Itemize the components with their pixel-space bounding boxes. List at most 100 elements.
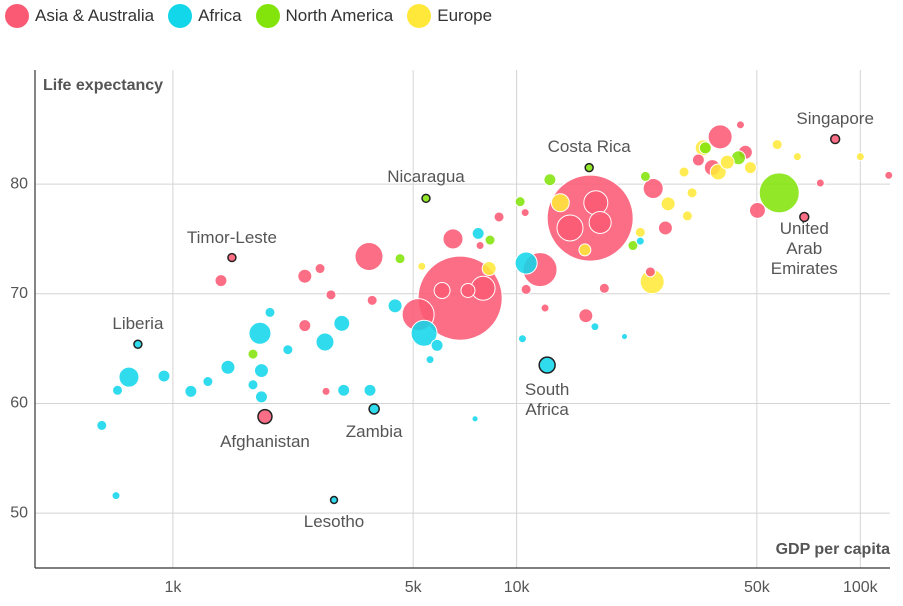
bubble bbox=[540, 303, 550, 313]
y-tick-label: 60 bbox=[10, 395, 28, 412]
bubble bbox=[598, 282, 610, 294]
bubble bbox=[333, 314, 351, 332]
bubble bbox=[493, 211, 505, 223]
bubble bbox=[421, 193, 431, 204]
bubble bbox=[220, 359, 236, 375]
bubble bbox=[799, 211, 810, 223]
bubble bbox=[578, 308, 594, 324]
x-tick-label: 1k bbox=[164, 579, 182, 596]
bubble bbox=[578, 243, 592, 257]
bubble bbox=[410, 319, 438, 347]
bubble bbox=[556, 214, 584, 242]
bubble bbox=[657, 220, 673, 236]
bubble bbox=[743, 161, 757, 175]
bubble bbox=[771, 139, 783, 151]
bubble bbox=[660, 196, 676, 212]
bubble bbox=[829, 133, 841, 145]
bubble bbox=[387, 298, 403, 314]
bubble bbox=[214, 274, 228, 288]
bubble bbox=[111, 491, 121, 501]
point-label: United Arab Emirates bbox=[770, 218, 838, 278]
bubble bbox=[366, 294, 378, 306]
legend-label: North America bbox=[285, 6, 394, 25]
point-label: Nicaragua bbox=[387, 167, 465, 187]
bubble bbox=[247, 348, 259, 360]
legend-label: Asia & Australia bbox=[35, 6, 155, 25]
bubble bbox=[698, 141, 712, 155]
bubble bbox=[748, 201, 766, 219]
legend-item: North America bbox=[255, 4, 394, 28]
legend-swatch bbox=[168, 4, 193, 28]
bubble bbox=[620, 333, 629, 341]
legend-item: Asia & Australia bbox=[5, 4, 154, 28]
bubble bbox=[484, 234, 496, 246]
bubble bbox=[248, 321, 272, 345]
bubble bbox=[264, 306, 276, 318]
legend-swatch bbox=[255, 4, 280, 28]
bubble bbox=[298, 319, 312, 333]
bubble bbox=[644, 266, 656, 278]
point-label: Liberia bbox=[112, 314, 164, 334]
bubble bbox=[460, 282, 476, 298]
bubble bbox=[354, 241, 384, 271]
bubble bbox=[315, 332, 335, 352]
bubble bbox=[442, 228, 464, 250]
bubble bbox=[363, 383, 377, 397]
legend-label: Africa bbox=[198, 6, 242, 25]
bubble bbox=[627, 239, 639, 252]
bubble bbox=[678, 166, 690, 178]
bubble bbox=[321, 386, 331, 396]
legend-item: Europe bbox=[407, 4, 492, 28]
legend-label: Europe bbox=[437, 6, 493, 25]
bubble bbox=[709, 163, 727, 181]
bubble bbox=[517, 334, 527, 344]
bubble bbox=[118, 366, 140, 388]
x-tick-label: 10k bbox=[504, 579, 531, 596]
bubble bbox=[202, 376, 214, 388]
bubble bbox=[471, 226, 485, 240]
bubble bbox=[417, 261, 427, 271]
bubble bbox=[368, 403, 380, 415]
y-tick-label: 50 bbox=[10, 504, 28, 521]
bubble bbox=[707, 124, 733, 150]
bubble bbox=[588, 210, 612, 234]
bubble bbox=[254, 390, 268, 404]
bubble bbox=[112, 384, 124, 396]
bubble bbox=[184, 384, 198, 398]
bubble bbox=[583, 190, 609, 216]
bubble bbox=[642, 177, 664, 199]
bubble bbox=[792, 152, 802, 162]
legend-item: Africa bbox=[168, 4, 242, 28]
bubble bbox=[471, 415, 479, 423]
point-label: South Africa bbox=[524, 380, 570, 420]
point-label: Afghanistan bbox=[220, 431, 310, 451]
bubble bbox=[735, 120, 745, 130]
bubble bbox=[514, 196, 526, 208]
bubble bbox=[543, 173, 557, 187]
bubble bbox=[639, 170, 651, 182]
point-label: Singapore bbox=[796, 109, 874, 129]
y-axis-title: Life expectancy bbox=[43, 77, 163, 94]
bubble bbox=[855, 152, 865, 162]
legend-swatch bbox=[5, 4, 29, 28]
bubble bbox=[550, 193, 570, 213]
bubble bbox=[758, 172, 800, 214]
bubble bbox=[337, 383, 351, 397]
bubble bbox=[634, 226, 646, 238]
bubble bbox=[520, 283, 532, 295]
bubble bbox=[329, 495, 339, 505]
legend-swatch bbox=[407, 4, 432, 28]
point-label: Timor-Leste bbox=[186, 227, 277, 247]
bubble bbox=[282, 344, 294, 356]
point-label: Costa Rica bbox=[547, 136, 631, 156]
x-tick-label: 100k bbox=[843, 579, 879, 596]
bubble bbox=[590, 322, 600, 332]
bubble bbox=[433, 282, 451, 299]
bubble bbox=[520, 208, 530, 218]
bubble bbox=[394, 253, 406, 265]
bubble bbox=[686, 187, 698, 199]
bubble bbox=[584, 162, 594, 173]
bubble bbox=[475, 241, 485, 250]
